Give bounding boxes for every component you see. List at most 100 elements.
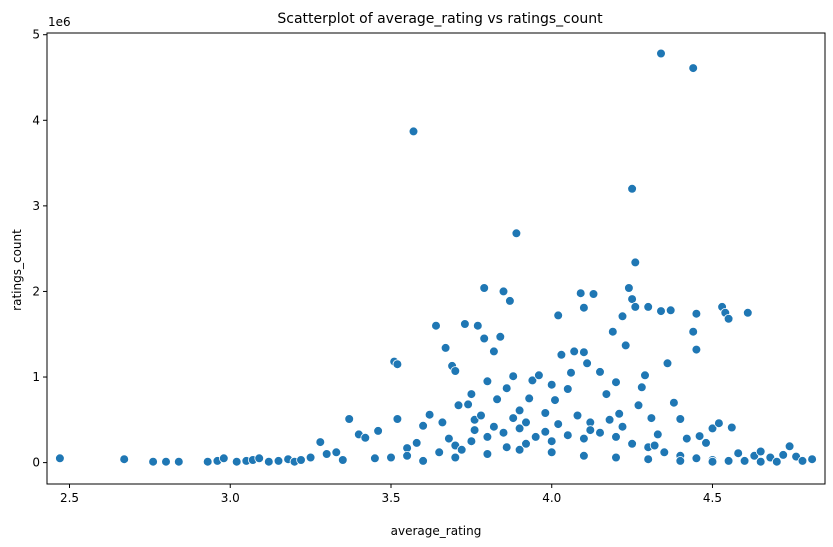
scatter-point bbox=[440, 343, 451, 353]
scatter-point bbox=[755, 456, 766, 467]
scatter-point bbox=[614, 408, 624, 419]
scatter-point bbox=[643, 302, 653, 312]
scatter-point bbox=[219, 453, 229, 464]
scatter-point bbox=[508, 413, 519, 423]
scatter-point bbox=[624, 283, 634, 293]
scatter-point bbox=[553, 310, 563, 321]
scatter-point bbox=[501, 442, 512, 453]
x-tick-label: 4.5 bbox=[703, 491, 722, 505]
scatter-point bbox=[161, 456, 171, 467]
scatter-point bbox=[402, 450, 412, 461]
scatter-point bbox=[424, 409, 435, 420]
x-tick-label: 4.0 bbox=[542, 491, 561, 505]
scatter-point bbox=[521, 417, 531, 428]
scatter-point bbox=[620, 340, 631, 351]
scatter-point bbox=[55, 453, 65, 464]
scatter-point bbox=[681, 433, 692, 444]
scatter-point bbox=[360, 432, 371, 443]
scatter-point bbox=[546, 436, 557, 447]
scatter-point bbox=[546, 447, 557, 458]
x-axis-label: average_rating bbox=[391, 524, 482, 538]
scatter-point bbox=[669, 397, 679, 408]
scatter-point bbox=[659, 447, 670, 458]
scatter-point bbox=[505, 296, 515, 306]
scatter-point bbox=[514, 423, 525, 434]
scatter-point bbox=[771, 456, 782, 467]
scatter-point bbox=[479, 283, 490, 293]
x-tick-label: 2.5 bbox=[60, 491, 79, 505]
scatter-point bbox=[646, 413, 657, 423]
scatter-point bbox=[575, 288, 586, 299]
scatter-point bbox=[460, 319, 470, 329]
scatter-point bbox=[723, 313, 734, 324]
scatter-point bbox=[688, 326, 698, 337]
scatter-point bbox=[119, 454, 129, 465]
scatter-point bbox=[617, 311, 628, 322]
scatter-point bbox=[611, 432, 621, 442]
scatter-point bbox=[707, 423, 718, 434]
scatter-point bbox=[489, 346, 499, 357]
scatter-point bbox=[723, 456, 734, 466]
scatter-point bbox=[331, 447, 342, 458]
scatter-point bbox=[611, 452, 621, 463]
scatter-point bbox=[370, 453, 380, 464]
scatter-point bbox=[482, 376, 493, 387]
scatter-point bbox=[546, 379, 557, 390]
scatter-point bbox=[582, 358, 592, 369]
scatter-point bbox=[617, 421, 628, 432]
scatter-point bbox=[386, 452, 396, 463]
scatter-point bbox=[466, 389, 477, 399]
scatter-point bbox=[321, 449, 332, 459]
scatter-point bbox=[469, 425, 480, 435]
scatter-point bbox=[579, 347, 589, 358]
scatter-point bbox=[444, 433, 454, 444]
scatter-point bbox=[437, 417, 448, 428]
scatter-point bbox=[431, 320, 441, 331]
scatter-point bbox=[691, 453, 702, 464]
scatter-point bbox=[585, 425, 596, 435]
y-tick-label: 5 bbox=[32, 28, 40, 42]
scatter-point bbox=[807, 454, 817, 465]
scatter-point bbox=[630, 257, 641, 268]
scatter-point bbox=[508, 371, 519, 382]
scatter-point bbox=[643, 454, 653, 465]
scatter-point bbox=[652, 429, 663, 440]
scatter-point bbox=[627, 184, 637, 194]
plot-frame bbox=[46, 32, 826, 485]
scatter-point bbox=[640, 370, 650, 381]
scatter-point bbox=[479, 333, 490, 344]
scatter-point bbox=[540, 408, 551, 418]
x-axis: 2.5 3.0 3.5 4.0 4.5 bbox=[60, 484, 722, 505]
scatter-point bbox=[418, 420, 428, 431]
scatter-point bbox=[656, 306, 666, 316]
scatter-point bbox=[202, 456, 213, 467]
scatter-point bbox=[373, 426, 383, 436]
scatter-point bbox=[691, 308, 702, 319]
scatter-point bbox=[456, 444, 467, 455]
x-tick-label: 3.5 bbox=[381, 491, 400, 505]
scatter-point bbox=[148, 456, 158, 467]
scatter-point bbox=[521, 438, 531, 449]
scatter-point bbox=[649, 440, 660, 451]
scatter-point bbox=[466, 436, 477, 447]
scatter-point bbox=[742, 307, 753, 318]
scatter-point bbox=[579, 433, 589, 444]
scatter-point bbox=[315, 437, 326, 447]
scatter-point bbox=[675, 414, 686, 424]
scatter-point bbox=[514, 444, 525, 455]
scatter-point bbox=[498, 427, 509, 438]
scatter-point bbox=[707, 456, 718, 467]
scatter-point bbox=[453, 400, 464, 411]
scatter-point bbox=[254, 453, 265, 464]
plot-area bbox=[46, 32, 826, 485]
scatter-point bbox=[231, 456, 242, 467]
scatter-point bbox=[408, 126, 419, 137]
scatter-point bbox=[726, 422, 737, 433]
scatter-point bbox=[524, 393, 534, 404]
scatter-point bbox=[392, 359, 403, 370]
scatter-point bbox=[305, 452, 316, 463]
scatter-point bbox=[540, 426, 551, 437]
scatter-point bbox=[733, 448, 743, 459]
scatter-point bbox=[636, 382, 647, 393]
